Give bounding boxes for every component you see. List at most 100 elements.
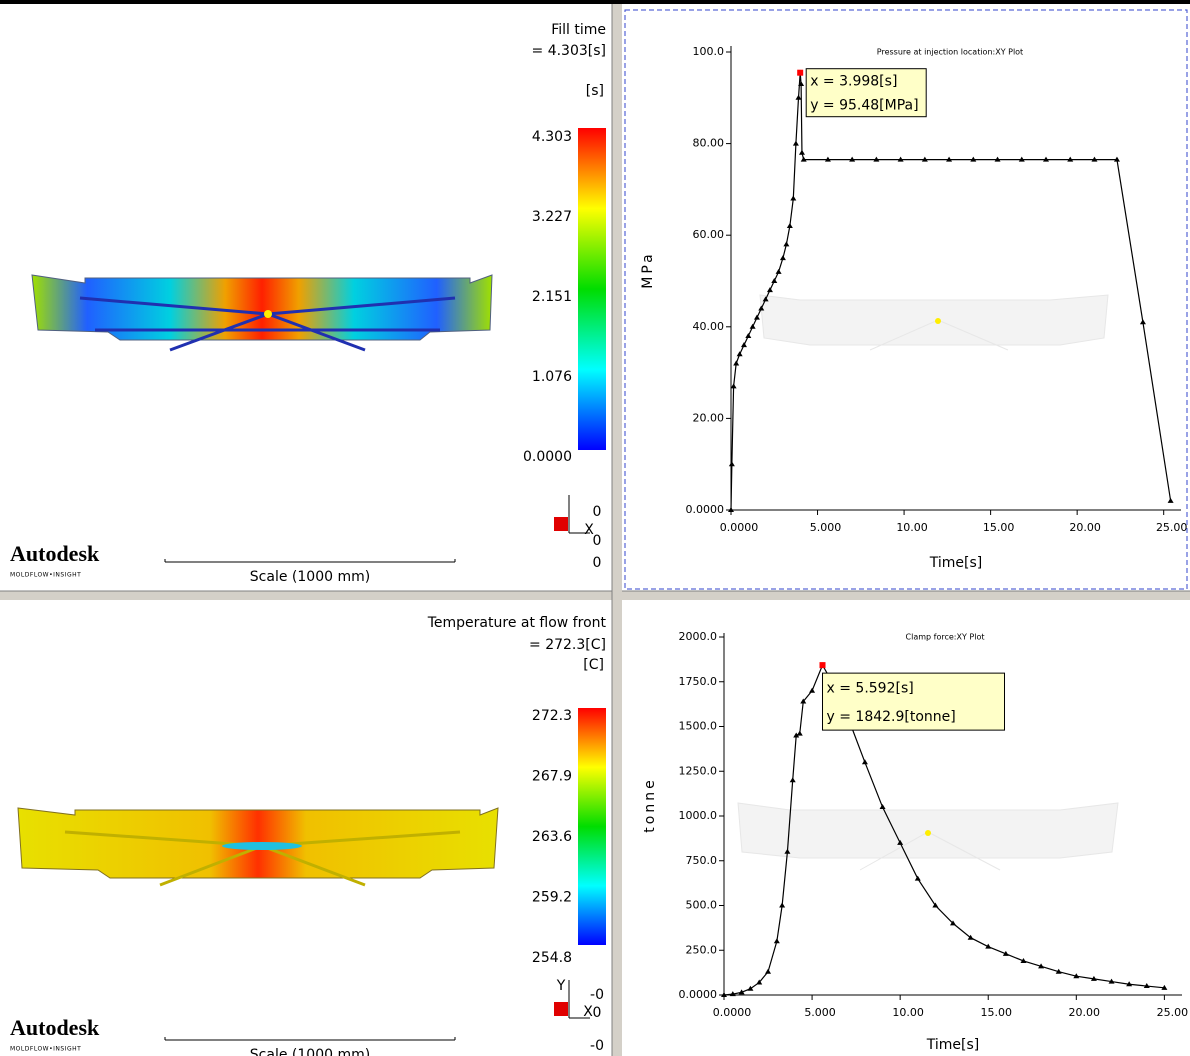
data-point [1168,498,1174,503]
triad-label: -0 [590,987,604,1003]
data-point [862,759,868,764]
scale-label: 272.3 [532,708,572,724]
data-point [729,461,735,466]
result-value: = 4.303[s] [532,43,606,59]
data-line [731,73,1171,510]
tooltip-text: y = 1842.9[tonne] [827,709,956,725]
data-point [774,938,780,943]
y-tick-label: 1250.0 [679,764,718,777]
y-tick-label: 0.0000 [679,988,718,1001]
y-tick-label: 500.0 [686,899,718,912]
v-splitter[interactable] [612,4,622,1056]
y-axis-label: tonne [642,777,658,832]
data-point [779,903,785,908]
scale-label: 254.8 [532,950,572,966]
y-axis-label: MPa [640,251,656,288]
y-tick-label: 2000.0 [679,630,718,643]
scale-text: Scale (1000 mm) [250,1047,370,1056]
data-point [796,95,802,100]
plot-title: Pressure at injection location:XY Plot [877,48,1023,57]
data-point [799,150,805,155]
triad-label: -0 [590,1038,604,1054]
color-bar [578,128,606,450]
triad-origin [554,517,568,531]
data-point [750,324,756,329]
data-point [754,315,760,320]
data-point [787,223,793,228]
data-point [783,241,789,246]
y-tick-label: 750.0 [686,854,718,867]
x-tick-label: 15.00 [983,521,1015,534]
data-point [765,969,771,974]
y-tick-label: 80.00 [693,137,725,150]
y-tick-label: 100.0 [693,45,725,58]
x-tick-label: 10.00 [896,521,928,534]
tooltip-text: x = 3.998[s] [810,74,897,90]
ghost-gate [935,318,941,324]
y-tick-label: 1750.0 [679,675,718,688]
y-tick-label: 250.0 [686,943,718,956]
data-point [741,342,747,347]
data-point [809,688,815,693]
ghost-part [738,295,1118,870]
scale-label: 259.2 [532,890,572,906]
x-tick-label: 20.00 [1069,1006,1101,1019]
scale-label: 4.303 [532,129,572,145]
scale-label: 267.9 [532,769,572,785]
data-point [780,255,786,260]
data-point [737,351,743,356]
data-point [745,333,751,338]
x-tick-label: 0.0000 [713,1006,752,1019]
plot-title: Clamp force:XY Plot [906,633,985,642]
triad-label: Y [556,978,566,994]
data-point [797,731,803,736]
data-point [776,269,782,274]
fill-time-part [32,275,492,350]
x-tick-label: 5.000 [810,521,842,534]
y-tick-label: 1000.0 [679,809,718,822]
scale-label: 3.227 [532,209,572,225]
logo-sub: MOLDFLOW•INSIGHT [10,572,81,579]
y-tick-label: 1500.0 [679,720,718,733]
data-point [767,287,773,292]
x-axis-label: Time[s] [926,1037,979,1053]
data-point [747,986,753,991]
temperature-part [18,808,498,885]
logo-sub: MOLDFLOW•INSIGHT [10,1046,81,1053]
x-tick-label: 10.00 [892,1006,924,1019]
triad-label: 0 [593,555,602,571]
data-point [733,360,739,365]
result-unit: [s] [586,83,604,99]
selected-point [820,662,826,668]
tooltip-text: x = 5.592[s] [827,680,914,696]
selected-point [797,70,803,76]
data-point [771,278,777,283]
data-point [880,804,886,809]
result-value: = 272.3[C] [529,637,606,653]
scale-label: 1.076 [532,369,572,385]
result-unit: [C] [583,657,604,673]
scale-label: 2.151 [532,289,572,305]
y-tick-label: 0.0000 [686,503,725,516]
h-splitter[interactable] [0,591,1190,600]
x-tick-label: 15.00 [980,1006,1012,1019]
ghost-gate [925,830,931,836]
x-axis-label: Time[s] [929,555,982,571]
triad-label: 0 [593,504,602,520]
y-tick-label: 40.00 [693,320,725,333]
y-tick-label: 60.00 [693,228,725,241]
triad-label: 0 [593,533,602,549]
data-point [1140,319,1146,324]
scale-label: 263.6 [532,829,572,845]
x-tick-label: 25.00 [1156,521,1188,534]
triad-origin [554,1002,568,1016]
result-title: Temperature at flow front [427,615,607,631]
result-title: Fill time [551,22,606,38]
y-tick-label: 20.00 [693,411,725,424]
data-point [793,141,799,146]
logo: Autodesk [10,541,100,566]
tooltip-text: y = 95.48[MPa] [810,98,918,114]
scale-text: Scale (1000 mm) [250,569,370,585]
triad-label: 0 [593,1005,602,1021]
data-point [790,196,796,201]
